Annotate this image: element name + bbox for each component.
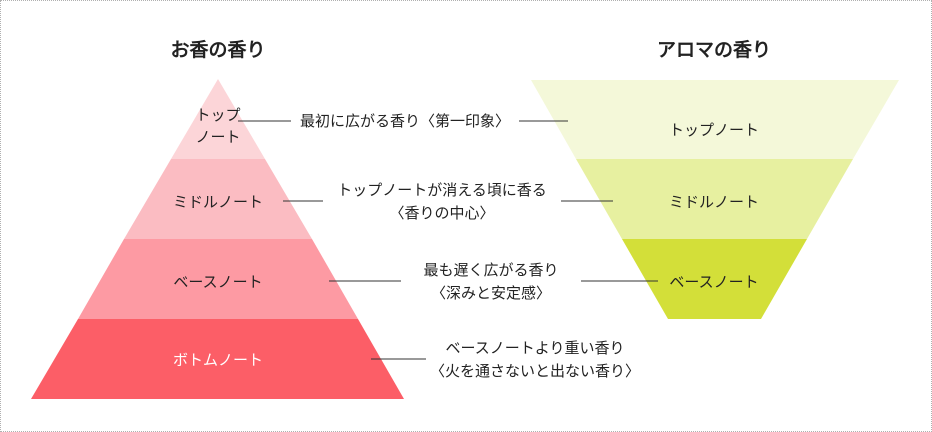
- incense-middle-label: ミドルノート: [173, 193, 263, 211]
- middle-description-line1: トップノートが消える頃に香る: [337, 181, 547, 199]
- incense-top-label-line2: ノート: [195, 128, 240, 146]
- aroma-top-tier: [531, 80, 899, 159]
- bottom-description-line2: 〈火を通さないと出ない香り〉: [430, 362, 640, 380]
- aroma-title: アロマの香り: [656, 39, 772, 61]
- middle-description-line2: 〈香りの中心〉: [389, 204, 494, 222]
- top-description: 最初に広がる香り〈第一印象〉: [300, 112, 510, 130]
- incense-base-tier: [78, 239, 358, 319]
- aroma-base-tier: [622, 239, 807, 319]
- incense-middle-tier: [124, 159, 312, 239]
- base-description-line1: 最も遅く広がる香り: [423, 261, 558, 279]
- aroma-middle-tier: [576, 159, 853, 239]
- incense-bottom-tier: [31, 319, 404, 399]
- aroma-base-label: ベースノート: [669, 273, 758, 291]
- base-description-line2: 〈深みと安定感〉: [431, 284, 551, 302]
- aroma-middle-label: ミドルノート: [669, 193, 759, 211]
- incense-top-label-line1: トップ: [195, 106, 240, 124]
- incense-title: お香の香り: [170, 39, 266, 61]
- incense-bottom-label: ボトムノート: [173, 351, 263, 369]
- aroma-top-label: トップノート: [669, 121, 759, 139]
- bottom-description-line1: ベースノートより重い香り: [446, 339, 625, 357]
- incense-base-label: ベースノート: [173, 273, 262, 291]
- incense-top-tier: [171, 79, 265, 159]
